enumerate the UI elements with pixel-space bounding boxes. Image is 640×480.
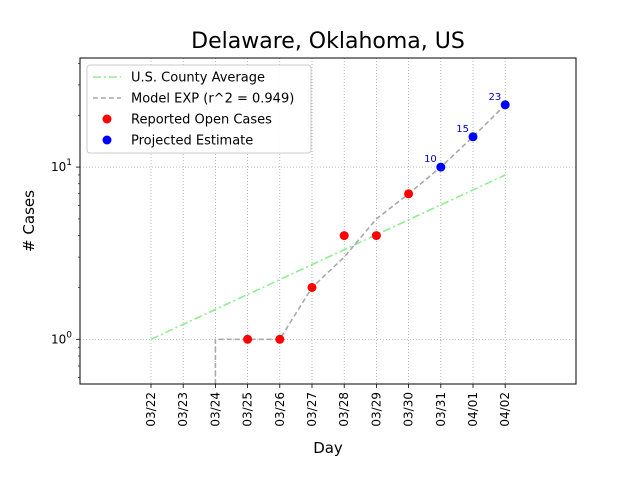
x-tick-label: 03/30 bbox=[402, 392, 416, 427]
x-tick-label: 03/24 bbox=[208, 392, 222, 427]
plot-series: 10 15 23 bbox=[150, 92, 510, 384]
data-point bbox=[339, 231, 349, 241]
data-point bbox=[371, 231, 381, 241]
x-tick-label: 03/23 bbox=[176, 392, 190, 427]
x-axis-label: Day bbox=[313, 439, 343, 457]
legend-marker bbox=[102, 114, 112, 124]
x-tick-label: 03/28 bbox=[337, 392, 351, 427]
x-tick-label: 03/29 bbox=[369, 392, 383, 427]
chart-title: Delaware, Oklahoma, US bbox=[191, 29, 465, 54]
series-line bbox=[214, 104, 506, 384]
legend-box bbox=[86, 64, 312, 154]
legend-label: Projected Estimate bbox=[131, 134, 253, 149]
legend: U.S. County Average Model EXP (r^2 = 0.94… bbox=[86, 64, 312, 154]
plot-frame bbox=[79, 57, 577, 385]
point-value-label: 23 bbox=[488, 92, 501, 103]
data-point bbox=[307, 282, 317, 292]
legend-label: Model EXP (r^2 = 0.949) bbox=[131, 92, 294, 107]
x-tick-label: 04/01 bbox=[466, 392, 480, 427]
data-point bbox=[404, 189, 414, 199]
legend-label: Reported Open Cases bbox=[131, 113, 272, 128]
y-axis-label: # Cases bbox=[20, 190, 38, 252]
x-tick-label: 03/22 bbox=[144, 392, 158, 427]
data-point bbox=[275, 334, 285, 344]
legend-marker bbox=[102, 135, 112, 145]
data-point bbox=[500, 100, 510, 110]
legend-label: U.S. County Average bbox=[131, 71, 265, 86]
data-point bbox=[468, 132, 478, 142]
data-point bbox=[243, 334, 253, 344]
point-value-label: 15 bbox=[456, 124, 469, 135]
data-point bbox=[436, 162, 446, 172]
point-value-label: 10 bbox=[424, 154, 437, 165]
x-tick-label: 03/26 bbox=[273, 392, 287, 427]
x-tick-label: 04/02 bbox=[498, 392, 512, 427]
x-tick-label: 03/27 bbox=[305, 392, 319, 427]
series-line bbox=[150, 174, 506, 341]
x-tick-label: 03/25 bbox=[241, 392, 255, 427]
x-tick-label: 03/31 bbox=[434, 392, 448, 427]
axis-ticks: 03/22 03/23 03/24 03/25 03/26 03/27 03/28 03/29… bbox=[51, 63, 512, 427]
